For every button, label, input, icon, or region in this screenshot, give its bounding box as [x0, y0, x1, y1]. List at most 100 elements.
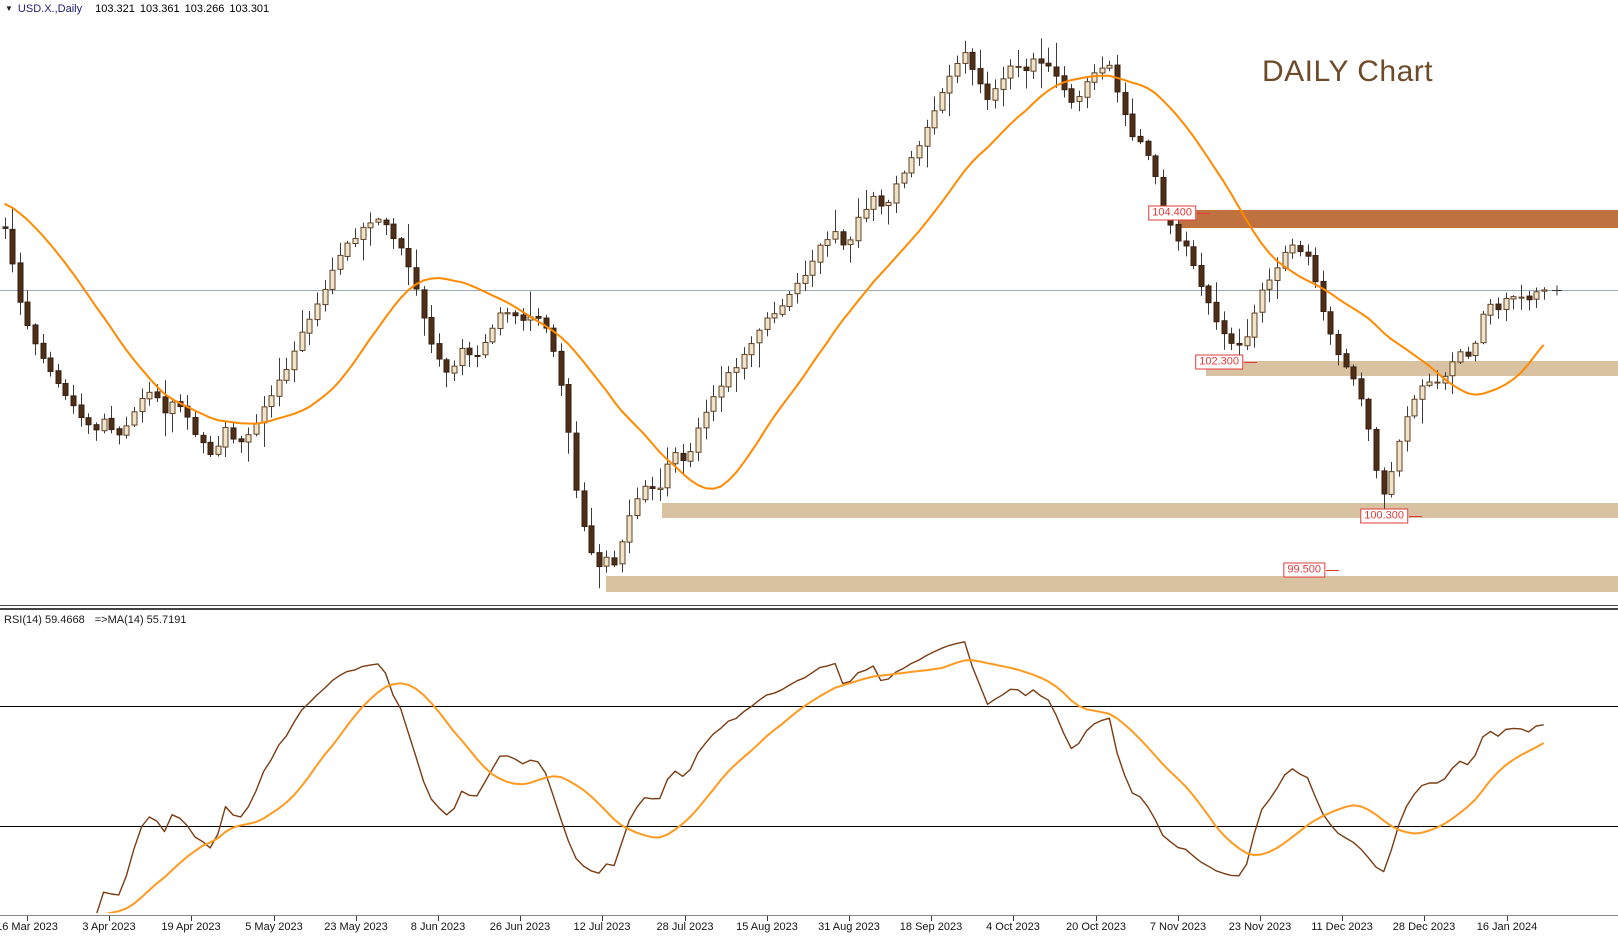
candle	[931, 96, 938, 135]
date-axis-label: 23 Nov 2023	[1228, 921, 1292, 933]
candle	[1510, 295, 1517, 310]
candle	[1023, 58, 1030, 89]
candle	[1411, 395, 1418, 419]
candle	[1045, 47, 1052, 73]
candle	[1327, 306, 1334, 345]
candlestick-series[interactable]	[2, 38, 1548, 589]
price-level-label[interactable]: 99.500	[1283, 562, 1325, 578]
candle	[870, 191, 877, 222]
rsi-pane[interactable]	[0, 641, 1618, 916]
candle	[1495, 297, 1502, 319]
price-level-label[interactable]: 104.400	[1148, 205, 1196, 221]
candle	[169, 400, 176, 433]
candle	[337, 242, 344, 275]
price-level-label[interactable]: 100.300	[1360, 508, 1408, 524]
candle	[924, 119, 931, 168]
candle	[78, 393, 85, 427]
candle	[1183, 231, 1190, 257]
candle	[1259, 282, 1266, 323]
candle	[200, 431, 207, 454]
candle	[40, 334, 47, 364]
candle	[443, 357, 450, 388]
candle	[459, 339, 466, 376]
date-axis-label: 4 Oct 2023	[986, 921, 1040, 933]
candle	[771, 301, 778, 324]
candle	[146, 381, 153, 406]
candle	[565, 378, 572, 454]
candle	[215, 435, 222, 457]
candle	[1152, 154, 1159, 185]
candle	[817, 243, 824, 274]
candle	[1228, 327, 1235, 351]
symbol-title-bar: ▼ USD.X.,Daily 103.321 103.361 103.266 103.30…	[5, 3, 269, 15]
date-axis-label: 26 Jun 2023	[489, 921, 551, 933]
rsi-ma-line	[104, 659, 1545, 913]
zone-102.300[interactable]	[1206, 361, 1618, 376]
candle	[885, 199, 892, 225]
candle	[558, 343, 565, 396]
candle	[1244, 319, 1251, 351]
candle	[222, 421, 229, 458]
price-level-label[interactable]: 102.300	[1195, 354, 1243, 370]
candle	[543, 314, 550, 333]
candle	[802, 260, 809, 292]
candle	[70, 384, 77, 414]
candle	[383, 217, 390, 236]
candle	[649, 476, 656, 501]
candle	[504, 307, 511, 323]
zone-99.500[interactable]	[606, 576, 1618, 592]
candle	[283, 357, 290, 384]
candle	[779, 298, 786, 317]
date-axis-label: 3 Apr 2023	[82, 921, 136, 933]
symbol-dropdown-icon[interactable]: ▼	[5, 4, 13, 13]
candle	[901, 170, 908, 189]
candle	[527, 291, 534, 332]
candle	[1129, 98, 1136, 141]
candle	[1312, 247, 1319, 288]
candle	[1449, 352, 1456, 395]
candle	[725, 366, 732, 392]
candle	[908, 150, 915, 178]
candle	[619, 539, 626, 573]
candle	[1419, 379, 1426, 424]
candle	[466, 341, 473, 368]
rsi-value: RSI(14) 59.4668	[4, 614, 85, 626]
candle	[55, 364, 62, 388]
candle	[581, 482, 588, 532]
candle	[184, 394, 191, 430]
candle	[1320, 270, 1327, 321]
symbol-name[interactable]: USD.X.,Daily	[17, 3, 83, 15]
candle	[710, 385, 717, 422]
candle	[1358, 372, 1365, 407]
candle	[482, 334, 489, 359]
date-axis-label: 28 Dec 2023	[1392, 921, 1456, 933]
date-axis-label: 8 Jun 2023	[410, 921, 466, 933]
quote-open: 103.321	[95, 3, 135, 15]
candle	[1503, 292, 1510, 322]
last-price-marker	[1552, 285, 1562, 296]
date-axis-ticks	[0, 915, 1618, 921]
candle	[1274, 257, 1281, 300]
candle	[756, 328, 763, 368]
candle	[1205, 284, 1212, 315]
candle	[1426, 373, 1433, 387]
zone-104.400[interactable]	[1178, 210, 1618, 228]
zone-100.300[interactable]	[662, 503, 1618, 518]
date-axis-label: 20 Oct 2023	[1066, 921, 1126, 933]
candle	[809, 249, 816, 288]
candle	[687, 442, 694, 468]
candle	[984, 71, 991, 110]
candle	[398, 236, 405, 256]
panel-separator-bottom[interactable]	[0, 608, 1618, 610]
candle	[2, 217, 9, 239]
panel-separator-top[interactable]	[0, 605, 1618, 606]
candle	[1015, 49, 1022, 78]
candle	[1190, 240, 1197, 270]
date-axis-label: 28 Jul 2023	[656, 921, 714, 933]
candle	[962, 40, 969, 74]
candle	[306, 310, 313, 346]
candle	[1335, 329, 1342, 366]
candle	[954, 55, 961, 84]
candle	[1251, 304, 1258, 348]
